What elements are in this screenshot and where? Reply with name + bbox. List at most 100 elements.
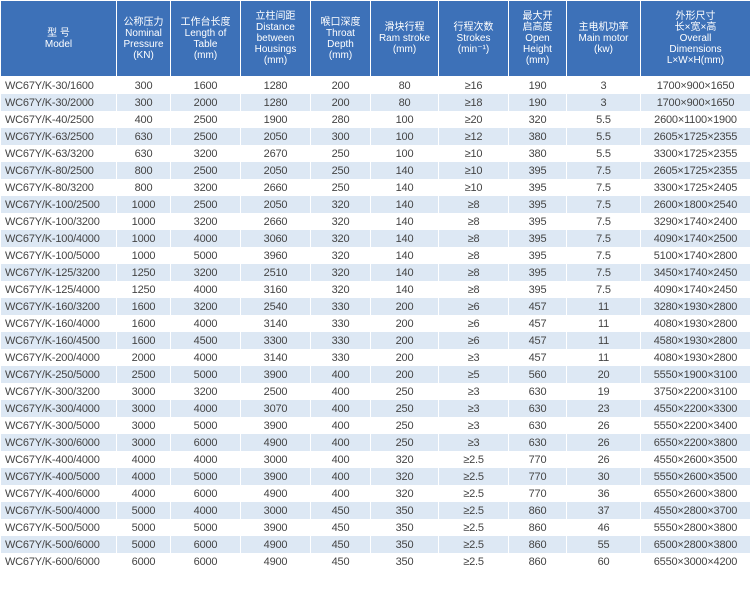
table-cell: 37 <box>566 502 641 519</box>
header-cell: 外形尺寸 长×宽×高 Overall Dimensions L×W×H(mm) <box>640 0 750 77</box>
table-cell: WC67Y/K-100/4000 <box>0 230 117 247</box>
table-cell: 3300 <box>240 332 311 349</box>
table-cell: 1250 <box>116 281 171 298</box>
table-cell: 3000 <box>240 502 311 519</box>
table-cell: 2050 <box>240 162 311 179</box>
table-cell: 1900 <box>240 111 311 128</box>
table-cell: 1000 <box>116 196 171 213</box>
table-cell: 280 <box>310 111 371 128</box>
header-line: Overall <box>679 33 712 44</box>
header-line: 行程次数 <box>453 22 494 33</box>
table-cell: 6550×2200×3800 <box>640 434 750 451</box>
table-cell: 1700×900×1650 <box>640 94 750 111</box>
table-cell: ≥5 <box>438 366 509 383</box>
table-cell: 560 <box>508 366 567 383</box>
header-line: (min⁻¹) <box>457 44 490 55</box>
table-cell: WC67Y/K-600/6000 <box>0 553 117 570</box>
table-cell: 395 <box>508 247 567 264</box>
table-cell: ≥10 <box>438 145 509 162</box>
table-cell: 2500 <box>170 162 241 179</box>
table-row: WC67Y/K-300/6000 3000 6000 4900 400 250 ≥3 630 2… <box>0 434 750 451</box>
table-cell: 6550×2600×3800 <box>640 485 750 502</box>
table-cell: WC67Y/K-63/2500 <box>0 128 117 145</box>
header-line: Length of <box>184 27 227 39</box>
table-row: WC67Y/K-300/3200 3000 3200 2500 400 250 ≥3 630 1… <box>0 383 750 400</box>
table-cell: 1600 <box>170 76 241 94</box>
table-cell: 200 <box>310 76 371 94</box>
table-row: WC67Y/K-250/5000 2500 5000 3900 400 200 ≥5 560 2… <box>0 366 750 383</box>
table-cell: ≥3 <box>438 349 509 366</box>
table-cell: 330 <box>310 349 371 366</box>
table-cell: 400 <box>310 383 371 400</box>
table-row: WC67Y/K-600/6000 6000 6000 4900 450 350 ≥2.5 86… <box>0 553 750 570</box>
table-row: WC67Y/K-400/5000 4000 5000 3900 400 320 ≥2.5 77… <box>0 468 750 485</box>
table-cell: 4000 <box>170 502 241 519</box>
table-cell: 800 <box>116 179 171 196</box>
table-body: WC67Y/K-30/1600 300 1600 1280 200 80 ≥16 190 3 17… <box>0 76 750 570</box>
table-cell: 2660 <box>240 213 311 230</box>
table-cell: 140 <box>370 264 439 281</box>
table-cell: 630 <box>508 417 567 434</box>
table-row: WC67Y/K-63/2500 630 2500 2050 300 100 ≥12 380 5.… <box>0 128 750 145</box>
table-cell: 3200 <box>170 213 241 230</box>
table-cell: 1600 <box>116 332 171 349</box>
table-cell: ≥3 <box>438 417 509 434</box>
table-cell: 400 <box>310 434 371 451</box>
table-cell: 450 <box>310 519 371 536</box>
table-cell: WC67Y/K-200/4000 <box>0 349 117 366</box>
header-line: Distance <box>256 22 295 33</box>
table-cell: 55 <box>566 536 641 553</box>
table-cell: 3070 <box>240 400 311 417</box>
table-row: WC67Y/K-40/2500 400 2500 1900 280 100 ≥20 320 5.… <box>0 111 750 128</box>
table-cell: 320 <box>310 247 371 264</box>
table-row: WC67Y/K-30/2000 300 2000 1280 200 80 ≥18 190 3 17… <box>0 94 750 111</box>
table-cell: 4090×1740×2450 <box>640 281 750 298</box>
table-cell: 100 <box>370 128 439 145</box>
table-cell: 2510 <box>240 264 311 281</box>
table-cell: 3 <box>566 94 641 111</box>
table-cell: 100 <box>370 111 439 128</box>
table-cell: WC67Y/K-40/2500 <box>0 111 117 128</box>
table-row: WC67Y/K-125/4000 1250 4000 3160 320 140 ≥8 395 7… <box>0 281 750 298</box>
table-cell: 3300×1725×2355 <box>640 145 750 162</box>
table-cell: 3200 <box>170 383 241 400</box>
table-cell: 250 <box>310 145 371 162</box>
table-cell: 7.5 <box>566 247 641 264</box>
table-cell: 26 <box>566 417 641 434</box>
table-cell: 400 <box>310 417 371 434</box>
table-cell: 395 <box>508 281 567 298</box>
table-row: WC67Y/K-500/6000 5000 6000 4900 450 350 ≥2.5 86… <box>0 536 750 553</box>
table-cell: 2600×1800×2540 <box>640 196 750 213</box>
table-cell: 1280 <box>240 94 311 111</box>
table-cell: 26 <box>566 451 641 468</box>
table-cell: 5.5 <box>566 128 641 145</box>
table-cell: 200 <box>370 315 439 332</box>
table-row: WC67Y/K-80/3200 800 3200 2660 250 140 ≥10 395 7.… <box>0 179 750 196</box>
table-cell: 3000 <box>116 383 171 400</box>
table-cell: 2540 <box>240 298 311 315</box>
table-cell: ≥18 <box>438 94 509 111</box>
header-cell: 主电机功率 Main motor (kw) <box>566 0 641 77</box>
table-cell: ≥3 <box>438 383 509 400</box>
table-cell: 3960 <box>240 247 311 264</box>
table-cell: ≥16 <box>438 76 509 94</box>
table-cell: 4900 <box>240 536 311 553</box>
table-cell: 380 <box>508 128 567 145</box>
table-cell: 250 <box>310 162 371 179</box>
table-cell: 770 <box>508 451 567 468</box>
header-line: Table <box>193 38 218 50</box>
table-cell: 11 <box>566 332 641 349</box>
table-cell: 5.5 <box>566 145 641 162</box>
table-cell: 1250 <box>116 264 171 281</box>
table-cell: ≥2.5 <box>438 536 509 553</box>
table-cell: 80 <box>370 76 439 94</box>
table-cell: WC67Y/K-300/6000 <box>0 434 117 451</box>
table-cell: 3000 <box>240 451 311 468</box>
table-cell: 4900 <box>240 485 311 502</box>
table-cell: 60 <box>566 553 641 570</box>
table-cell: ≥2.5 <box>438 451 509 468</box>
table-cell: 4900 <box>240 553 311 570</box>
table-cell: 140 <box>370 213 439 230</box>
table-cell: 4080×1930×2800 <box>640 349 750 366</box>
table-row: WC67Y/K-200/4000 2000 4000 3140 330 200 ≥3 457 1… <box>0 349 750 366</box>
